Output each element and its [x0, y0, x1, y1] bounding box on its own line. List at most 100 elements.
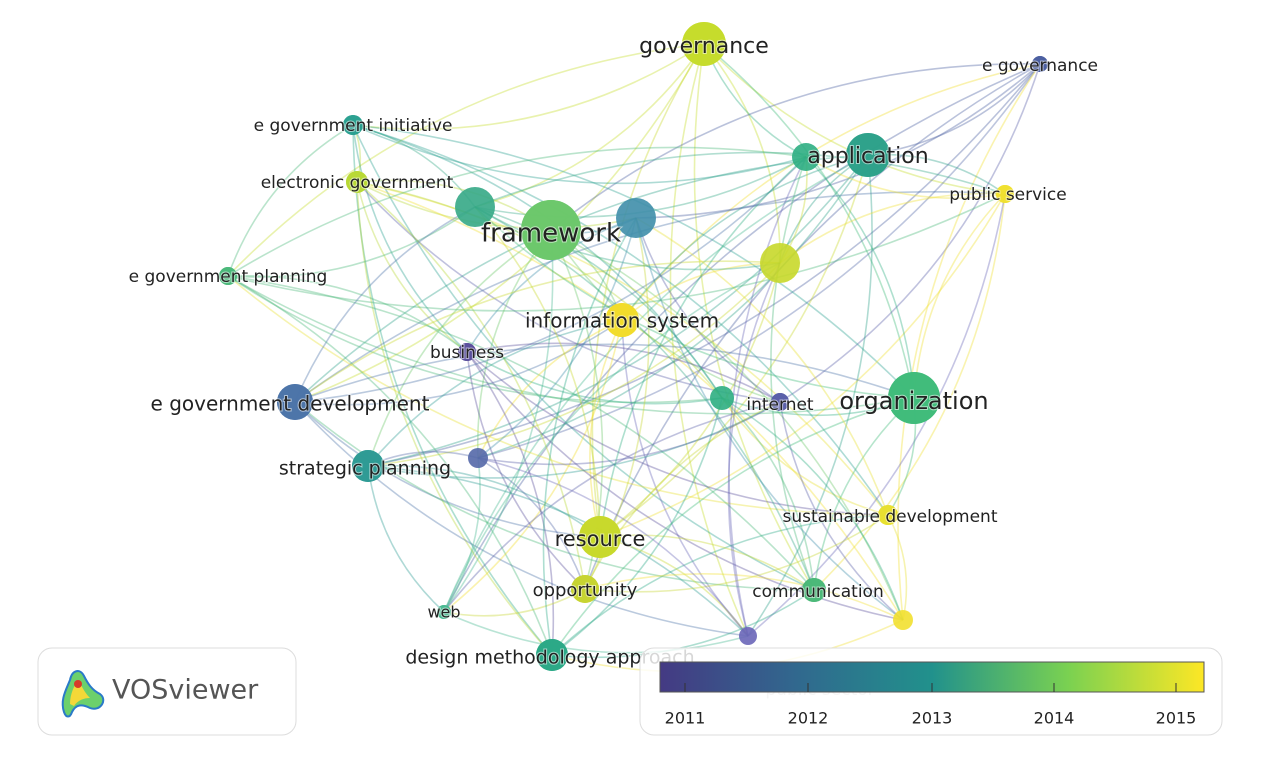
edge: [805, 156, 1006, 199]
edge: [584, 572, 904, 621]
edge: [474, 206, 915, 399]
node-label: internet: [746, 395, 814, 415]
edge: [294, 401, 749, 637]
node-label: organization: [839, 387, 988, 415]
edge: [466, 351, 904, 621]
node: [437, 605, 451, 619]
logo-icon: [61, 670, 105, 718]
edge: [599, 154, 869, 538]
edge: [813, 193, 1006, 591]
labels: governance e governance e government initi…: [128, 33, 1099, 670]
edge: [474, 206, 601, 538]
edge: [356, 181, 637, 230]
edge: [728, 156, 807, 637]
edge: [721, 397, 904, 621]
node: [277, 384, 313, 420]
legend-tick-label: 2013: [912, 709, 953, 728]
edge: [599, 156, 807, 538]
edge: [367, 229, 552, 467]
edge: [477, 154, 869, 459]
edge: [551, 589, 815, 659]
edges: [227, 43, 1041, 673]
edge: [443, 457, 481, 613]
node-label: communication: [752, 582, 883, 602]
edge: [550, 229, 904, 621]
edge: [779, 401, 904, 621]
node-label: e government development: [151, 392, 430, 416]
edge: [474, 206, 723, 399]
legend-tick-label: 2012: [788, 709, 829, 728]
edge: [703, 43, 807, 158]
edge: [669, 43, 749, 637]
edge: [550, 229, 781, 403]
node: [710, 386, 734, 410]
edge: [352, 124, 915, 399]
edge: [584, 514, 889, 593]
node: [571, 575, 599, 603]
node: [682, 22, 726, 66]
edge: [474, 206, 781, 271]
node-label: web: [427, 603, 460, 622]
edge: [551, 397, 723, 656]
edge: [551, 514, 889, 656]
edge: [466, 342, 781, 403]
edge: [477, 63, 1041, 459]
edge: [356, 181, 904, 621]
edge: [227, 275, 915, 415]
legend-tick-label: 2014: [1034, 709, 1075, 728]
node-label: public service: [949, 185, 1066, 205]
edge: [367, 154, 869, 467]
edge: [703, 43, 915, 399]
edge: [294, 401, 815, 591]
node: [996, 185, 1014, 203]
node: [521, 200, 581, 260]
edge: [584, 63, 1041, 590]
edge: [367, 319, 623, 467]
edge: [352, 124, 807, 185]
edge: [367, 401, 781, 479]
edge: [805, 156, 915, 399]
edge: [294, 401, 601, 538]
node-label: governance: [639, 34, 769, 59]
node: [616, 198, 656, 238]
edge: [599, 534, 815, 591]
edge: [635, 63, 1041, 219]
edge: [227, 146, 807, 277]
edge: [443, 588, 586, 617]
node-label: strategic planning: [279, 458, 451, 480]
edge: [356, 181, 468, 353]
edge: [294, 206, 476, 403]
edge: [476, 229, 552, 459]
edge: [443, 262, 781, 613]
edge: [550, 63, 1041, 231]
edge: [747, 154, 873, 637]
edge: [779, 63, 1041, 403]
edge: [599, 193, 1006, 538]
node: [352, 450, 384, 482]
edge: [721, 397, 889, 516]
edge: [477, 457, 749, 637]
edge: [352, 124, 553, 656]
edge: [227, 275, 553, 656]
edge: [227, 43, 705, 277]
edge: [635, 217, 904, 621]
edge: [367, 465, 445, 613]
node: [343, 115, 363, 135]
nodes: [219, 22, 1048, 671]
edge: [542, 217, 637, 656]
edge: [227, 275, 889, 516]
edge: [897, 63, 1041, 621]
logo[interactable]: VOSviewer: [37, 647, 297, 736]
edge: [477, 217, 637, 459]
edge: [747, 193, 1006, 637]
edge: [352, 124, 815, 591]
edge: [356, 181, 553, 656]
edge: [443, 611, 749, 654]
edge: [599, 262, 781, 538]
edge: [474, 43, 705, 208]
edge: [477, 457, 586, 590]
edge: [466, 351, 586, 590]
node: [802, 578, 826, 602]
edge: [367, 262, 781, 467]
node-label: sustainable development: [782, 507, 997, 527]
